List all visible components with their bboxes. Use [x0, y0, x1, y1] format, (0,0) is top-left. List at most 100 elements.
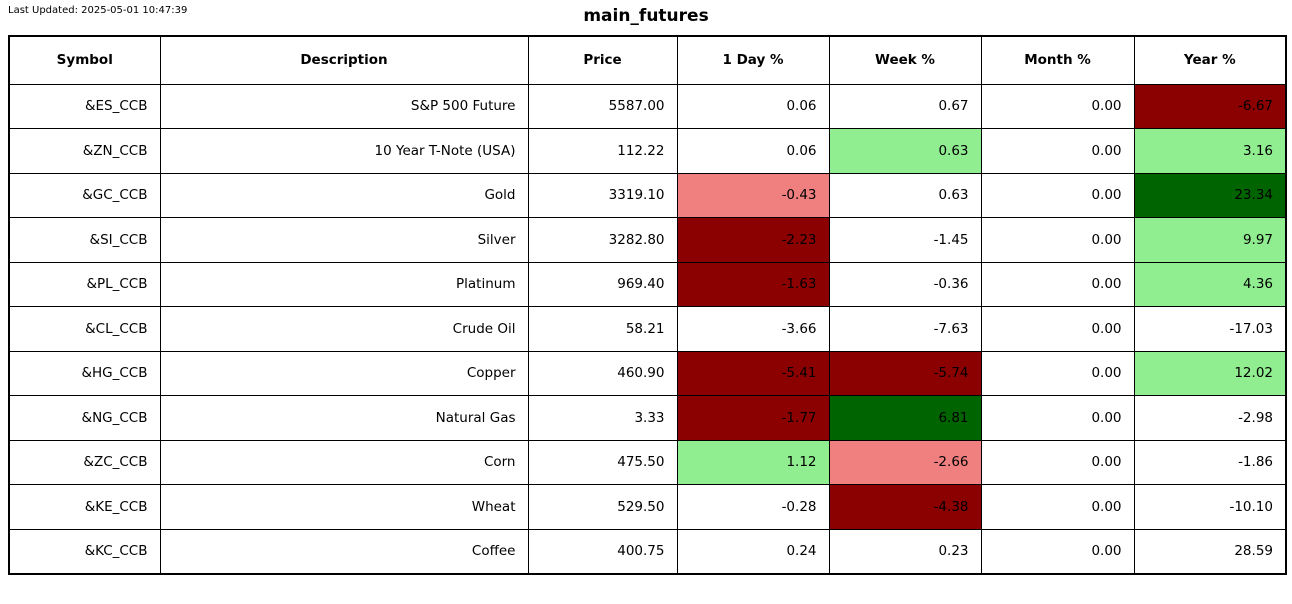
price-cell: 400.75 [527, 528, 678, 574]
futures-table-body: &ES_CCB S&P 500 Future 5587.00 0.06 0.67 0.00… [8, 83, 1287, 574]
description-cell: Wheat [159, 484, 529, 530]
day-pct-cell: -5.41 [676, 350, 830, 396]
price-cell: 3282.80 [527, 217, 678, 263]
day-pct-cell: 0.06 [676, 128, 830, 174]
day-pct-cell: 0.24 [676, 528, 830, 574]
table-row: &ZC_CCB Corn 475.50 1.12 -2.66 0.00 -1.86 [8, 439, 1287, 485]
year-pct-cell: -1.86 [1133, 439, 1287, 485]
table-row: &SI_CCB Silver 3282.80 -2.23 -1.45 0.00 9.97 [8, 217, 1287, 263]
column-header-day-pct: 1 Day % [676, 35, 830, 85]
month-pct-cell: 0.00 [980, 217, 1135, 263]
price-cell: 475.50 [527, 439, 678, 485]
symbol-cell: &KC_CCB [8, 528, 161, 574]
column-header-week-pct: Week % [828, 35, 982, 85]
year-pct-cell: 4.36 [1133, 261, 1287, 307]
description-cell: 10 Year T-Note (USA) [159, 128, 529, 174]
last-updated-label: Last Updated: 2025-05-01 10:47:39 [8, 5, 188, 16]
price-cell: 58.21 [527, 306, 678, 352]
year-pct-cell: 23.34 [1133, 172, 1287, 218]
column-header-month-pct: Month % [980, 35, 1135, 85]
month-pct-cell: 0.00 [980, 261, 1135, 307]
year-pct-cell: 9.97 [1133, 217, 1287, 263]
price-cell: 112.22 [527, 128, 678, 174]
week-pct-cell: -0.36 [828, 261, 982, 307]
month-pct-cell: 0.00 [980, 306, 1135, 352]
column-header-year-pct: Year % [1133, 35, 1287, 85]
table-row: &GC_CCB Gold 3319.10 -0.43 0.63 0.00 23.34 [8, 172, 1287, 218]
week-pct-cell: 0.23 [828, 528, 982, 574]
table-row: &ES_CCB S&P 500 Future 5587.00 0.06 0.67 0.00… [8, 83, 1287, 129]
futures-table: Symbol Description Price 1 Day % Week % … [8, 35, 1287, 575]
table-row: &NG_CCB Natural Gas 3.33 -1.77 6.81 0.00 -2.98 [8, 395, 1287, 441]
price-cell: 460.90 [527, 350, 678, 396]
table-row: &PL_CCB Platinum 969.40 -1.63 -0.36 0.00 4.36 [8, 261, 1287, 307]
week-pct-cell: -2.66 [828, 439, 982, 485]
day-pct-cell: 1.12 [676, 439, 830, 485]
week-pct-cell: 0.63 [828, 172, 982, 218]
description-cell: S&P 500 Future [159, 83, 529, 129]
symbol-cell: &GC_CCB [8, 172, 161, 218]
description-cell: Coffee [159, 528, 529, 574]
year-pct-cell: -17.03 [1133, 306, 1287, 352]
year-pct-cell: 28.59 [1133, 528, 1287, 574]
page-title: main_futures [583, 6, 709, 26]
week-pct-cell: 0.63 [828, 128, 982, 174]
year-pct-cell: 3.16 [1133, 128, 1287, 174]
symbol-cell: &NG_CCB [8, 395, 161, 441]
column-header-price: Price [527, 35, 678, 85]
description-cell: Copper [159, 350, 529, 396]
month-pct-cell: 0.00 [980, 395, 1135, 441]
symbol-cell: &ES_CCB [8, 83, 161, 129]
day-pct-cell: 0.06 [676, 83, 830, 129]
week-pct-cell: -7.63 [828, 306, 982, 352]
description-cell: Platinum [159, 261, 529, 307]
week-pct-cell: -4.38 [828, 484, 982, 530]
price-cell: 3.33 [527, 395, 678, 441]
symbol-cell: &HG_CCB [8, 350, 161, 396]
month-pct-cell: 0.00 [980, 350, 1135, 396]
year-pct-cell: 12.02 [1133, 350, 1287, 396]
symbol-cell: &SI_CCB [8, 217, 161, 263]
description-cell: Gold [159, 172, 529, 218]
price-cell: 3319.10 [527, 172, 678, 218]
symbol-cell: &ZN_CCB [8, 128, 161, 174]
symbol-cell: &KE_CCB [8, 484, 161, 530]
price-cell: 529.50 [527, 484, 678, 530]
month-pct-cell: 0.00 [980, 172, 1135, 218]
week-pct-cell: -1.45 [828, 217, 982, 263]
week-pct-cell: 0.67 [828, 83, 982, 129]
year-pct-cell: -10.10 [1133, 484, 1287, 530]
column-header-description: Description [159, 35, 529, 85]
day-pct-cell: -1.63 [676, 261, 830, 307]
year-pct-cell: -2.98 [1133, 395, 1287, 441]
description-cell: Natural Gas [159, 395, 529, 441]
table-row: &ZN_CCB 10 Year T-Note (USA) 112.22 0.06 0.6… [8, 128, 1287, 174]
month-pct-cell: 0.00 [980, 439, 1135, 485]
day-pct-cell: -0.28 [676, 484, 830, 530]
price-cell: 969.40 [527, 261, 678, 307]
day-pct-cell: -3.66 [676, 306, 830, 352]
table-row: &CL_CCB Crude Oil 58.21 -3.66 -7.63 0.00 -17.0… [8, 306, 1287, 352]
month-pct-cell: 0.00 [980, 528, 1135, 574]
description-cell: Corn [159, 439, 529, 485]
day-pct-cell: -1.77 [676, 395, 830, 441]
symbol-cell: &CL_CCB [8, 306, 161, 352]
day-pct-cell: -2.23 [676, 217, 830, 263]
month-pct-cell: 0.00 [980, 83, 1135, 129]
table-row: &KC_CCB Coffee 400.75 0.24 0.23 0.00 28.59 [8, 528, 1287, 574]
month-pct-cell: 0.00 [980, 128, 1135, 174]
symbol-cell: &PL_CCB [8, 261, 161, 307]
table-header-row: Symbol Description Price 1 Day % Week % … [8, 35, 1287, 85]
table-row: &HG_CCB Copper 460.90 -5.41 -5.74 0.00 12.02 [8, 350, 1287, 396]
description-cell: Crude Oil [159, 306, 529, 352]
year-pct-cell: -6.67 [1133, 83, 1287, 129]
week-pct-cell: -5.74 [828, 350, 982, 396]
symbol-cell: &ZC_CCB [8, 439, 161, 485]
column-header-symbol: Symbol [8, 35, 161, 85]
week-pct-cell: 6.81 [828, 395, 982, 441]
month-pct-cell: 0.00 [980, 484, 1135, 530]
description-cell: Silver [159, 217, 529, 263]
day-pct-cell: -0.43 [676, 172, 830, 218]
table-row: &KE_CCB Wheat 529.50 -0.28 -4.38 0.00 -10.10 [8, 484, 1287, 530]
